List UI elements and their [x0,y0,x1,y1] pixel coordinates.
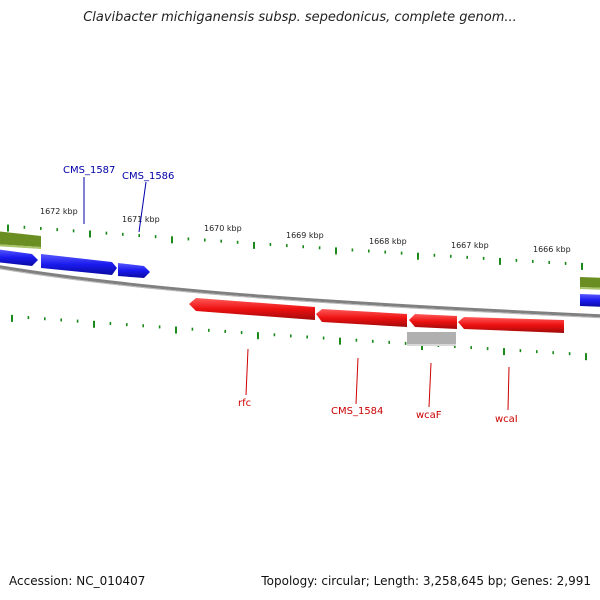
upper-tick-row [7,224,583,270]
gene-label-wcai[interactable]: wcaI [495,414,518,425]
accession-label: Accession: NC_010407 [9,574,146,588]
callout-line [245,348,249,396]
reverse-gene-arrow[interactable] [316,309,407,327]
gene-label-cms-1586[interactable]: CMS_1586 [122,171,174,182]
reverse-gene-arrow[interactable] [409,314,457,329]
forward-gene-arrow[interactable] [0,249,38,266]
gene-label-rfc[interactable]: rfc [238,398,251,409]
gene-label-cms-1587[interactable]: CMS_1587 [63,165,115,176]
page-title: Clavibacter michiganensis subsp. sepedon… [83,10,517,25]
kbp-label: 1668 kbp [369,237,407,246]
forward-gene-arrow[interactable] [118,263,150,278]
kbp-label: 1666 kbp [533,245,571,254]
reverse-gene-arrow[interactable] [189,298,315,320]
grey-feature-edge [407,344,456,346]
olive-feature-right[interactable] [580,277,600,288]
gene-label-wcaf[interactable]: wcaF [416,410,442,421]
forward-gene-arrow[interactable] [41,254,117,275]
olive-feature-left-edge [0,244,41,249]
olive-feature-right-edge [580,287,600,290]
grey-feature[interactable] [407,332,456,346]
genome-backbone-shadow [0,268,600,319]
olive-feature-left[interactable] [0,231,41,247]
genome-backbone [0,265,600,318]
kbp-label: 1669 kbp [286,231,324,240]
gene-label-cms-1584[interactable]: CMS_1584 [331,406,383,417]
callout-line [507,366,510,411]
kbp-label: 1672 kbp [40,207,78,216]
kbp-label: 1667 kbp [451,241,489,250]
genome-summary: Topology: circular; Length: 3,258,645 bp… [261,574,591,588]
callout-line [355,357,359,405]
callout-line [428,362,432,408]
reverse-gene-arrow[interactable] [458,317,564,333]
callout-line [138,181,147,233]
kbp-label: 1670 kbp [204,224,242,233]
forward-gene-arrow[interactable] [580,294,600,307]
